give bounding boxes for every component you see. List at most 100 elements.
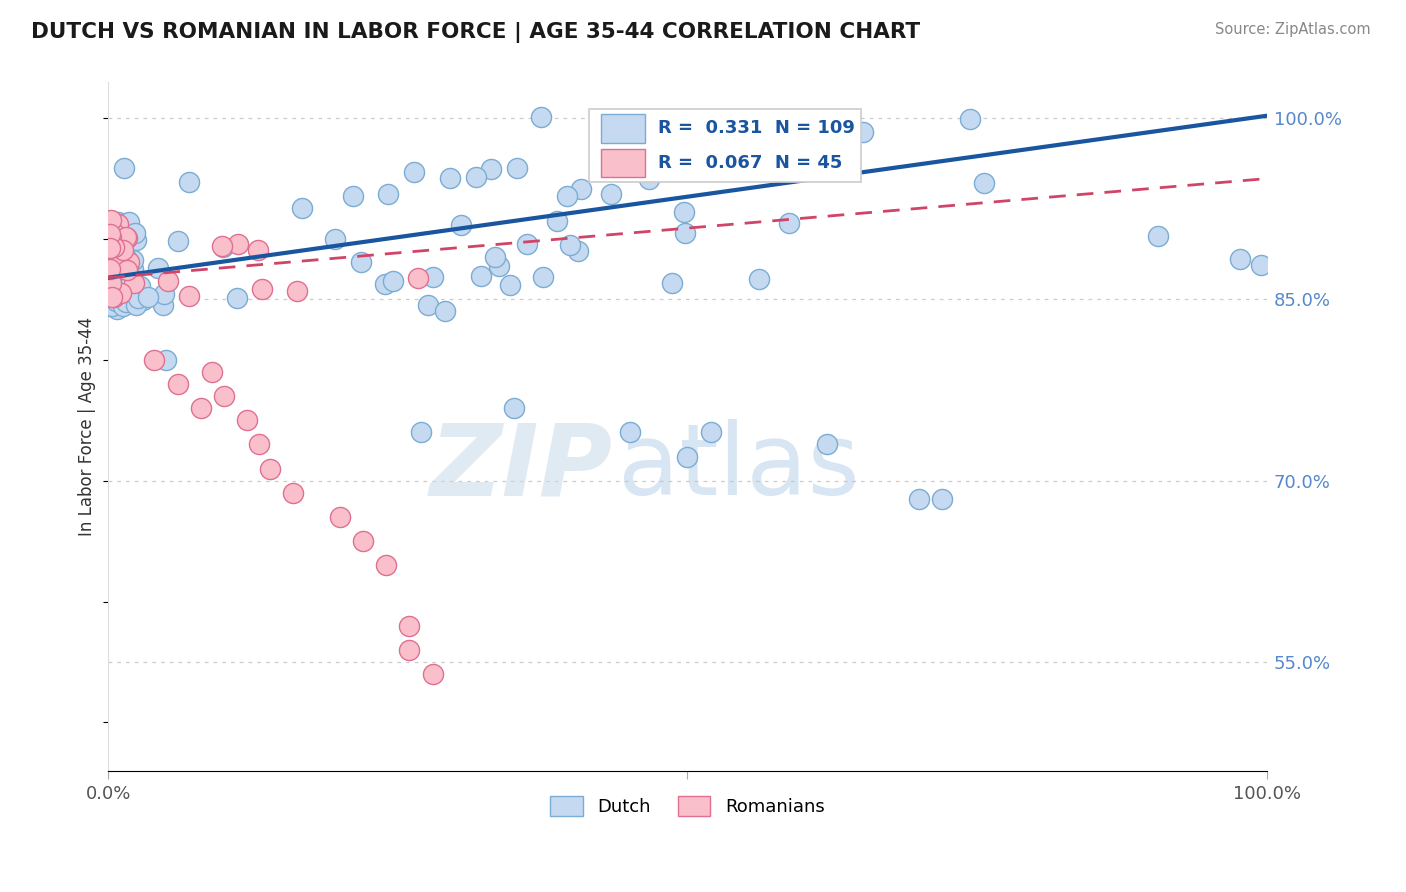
Point: [465, 169, 488, 184]
Point: [908, 491, 931, 506]
Point: [115, 251, 138, 265]
Point: [98, 241, 121, 255]
Point: [127, 291, 149, 305]
Point: [103, 221, 125, 235]
Point: [122, 276, 145, 290]
Point: [506, 161, 529, 176]
Point: [103, 290, 125, 304]
Point: [375, 558, 398, 573]
Point: [105, 302, 128, 317]
Point: [152, 298, 174, 312]
Point: [247, 243, 270, 257]
Point: [101, 268, 124, 282]
Point: [377, 187, 399, 202]
Point: [103, 249, 125, 263]
Point: [100, 236, 122, 251]
Point: [959, 112, 981, 127]
Point: [516, 237, 538, 252]
Point: [98, 250, 121, 264]
Point: [619, 155, 641, 169]
Point: [98, 286, 121, 301]
Point: [381, 274, 404, 288]
Point: [110, 286, 132, 301]
Point: [114, 219, 136, 233]
Point: [177, 175, 200, 189]
Point: [283, 485, 305, 500]
Point: [115, 262, 138, 277]
Point: [973, 176, 995, 190]
Point: [101, 232, 124, 246]
Point: [450, 218, 472, 232]
Point: [546, 213, 568, 227]
Point: [103, 296, 125, 310]
Point: [398, 618, 420, 632]
Point: [323, 232, 346, 246]
Point: [558, 237, 581, 252]
Point: [118, 254, 141, 268]
Point: [439, 171, 461, 186]
Point: [619, 425, 641, 440]
Point: [502, 401, 524, 416]
Point: [101, 277, 124, 292]
Point: [484, 250, 506, 264]
Point: [110, 238, 132, 252]
Text: atlas: atlas: [617, 419, 859, 516]
Point: [1229, 252, 1251, 266]
Point: [115, 230, 138, 244]
Point: [101, 234, 124, 248]
Point: [98, 241, 121, 255]
Point: [931, 491, 953, 506]
Point: [599, 186, 621, 201]
Point: [409, 425, 432, 440]
Point: [250, 282, 273, 296]
Point: [107, 217, 129, 231]
Point: [104, 241, 127, 255]
Text: Source: ZipAtlas.com: Source: ZipAtlas.com: [1215, 22, 1371, 37]
FancyBboxPatch shape: [589, 110, 862, 182]
Point: [374, 277, 396, 292]
Point: [143, 352, 166, 367]
Point: [1250, 258, 1272, 272]
Point: [179, 288, 201, 302]
Point: [738, 128, 761, 142]
Point: [101, 289, 124, 303]
Y-axis label: In Labor Force | Age 35-44: In Labor Force | Age 35-44: [79, 317, 96, 536]
Point: [350, 255, 373, 269]
Text: ZIP: ZIP: [429, 419, 612, 516]
Point: [852, 125, 875, 139]
Point: [342, 188, 364, 202]
Point: [406, 271, 429, 285]
Point: [100, 277, 122, 291]
Point: [555, 188, 578, 202]
Text: DUTCH VS ROMANIAN IN LABOR FORCE | AGE 35-44 CORRELATION CHART: DUTCH VS ROMANIAN IN LABOR FORCE | AGE 3…: [31, 22, 920, 44]
Point: [1146, 229, 1168, 244]
Point: [661, 276, 683, 290]
Point: [212, 389, 235, 403]
Point: [398, 643, 420, 657]
Point: [259, 461, 281, 475]
Point: [98, 298, 121, 312]
Point: [132, 293, 155, 308]
Point: [117, 263, 139, 277]
Point: [128, 278, 150, 293]
Point: [118, 215, 141, 229]
Point: [190, 401, 212, 416]
Point: [112, 224, 135, 238]
Point: [104, 239, 127, 253]
Point: [479, 162, 502, 177]
Point: [236, 413, 259, 427]
Point: [100, 212, 122, 227]
Point: [673, 227, 696, 241]
Point: [434, 303, 457, 318]
Point: [156, 274, 179, 288]
Point: [637, 171, 659, 186]
Point: [103, 226, 125, 240]
Point: [125, 234, 148, 248]
Point: [122, 262, 145, 277]
Point: [104, 233, 127, 247]
Point: [352, 534, 374, 549]
Point: [101, 251, 124, 265]
Point: [105, 217, 128, 231]
Point: [97, 251, 120, 265]
Point: [748, 272, 770, 286]
